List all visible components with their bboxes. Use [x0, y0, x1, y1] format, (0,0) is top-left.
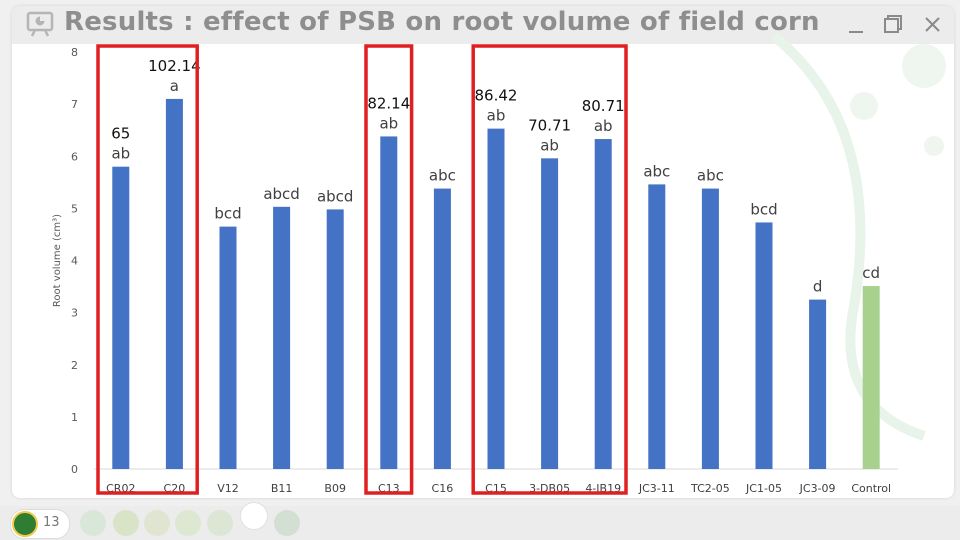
bar-tc2-05 [701, 188, 719, 469]
presentation-window: Results : effect of PSB on root volume o… [12, 6, 954, 498]
window-title: Results : effect of PSB on root volume o… [64, 7, 820, 37]
y-tick-label: 1 [71, 411, 78, 424]
x-tick-label: Control [851, 482, 891, 495]
significance-letter: bcd [750, 200, 777, 218]
x-tick-label: JC1-05 [745, 482, 782, 495]
bar-3-db05 [541, 158, 559, 469]
percent-increase-label: 102.14 [148, 57, 201, 75]
significance-letter: abc [429, 167, 456, 185]
x-tick-label: JC3-11 [638, 482, 675, 495]
leaf-icon[interactable] [80, 510, 106, 536]
taskbar: 13 [0, 502, 960, 540]
y-tick-label: 0 [71, 463, 78, 476]
significance-letter: abc [697, 167, 724, 185]
close-icon[interactable] [915, 10, 951, 40]
bar-b09 [326, 209, 344, 470]
p-icon[interactable] [113, 510, 139, 536]
bar-b11 [273, 206, 291, 469]
x-tick-label: JC3-09 [799, 482, 836, 495]
spiral-icon[interactable] [175, 510, 201, 536]
bar-jc1-05 [755, 222, 773, 469]
x-tick-label: TC2-05 [690, 482, 730, 495]
magnifier-icon[interactable] [207, 510, 233, 536]
bar-v12 [219, 226, 237, 469]
percent-increase-label: 86.42 [475, 87, 518, 105]
significance-letter: a [170, 77, 179, 95]
bar-c20 [165, 98, 183, 469]
percent-increase-label: 80.71 [582, 97, 625, 115]
y-tick-label: 5 [71, 202, 78, 215]
y-tick-label: 8 [71, 46, 78, 59]
y-tick-label: 2 [71, 359, 78, 372]
presentation-board-icon [26, 11, 54, 37]
x-tick-label: B11 [271, 482, 293, 495]
significance-letter: ab [487, 107, 506, 125]
y-tick-label: 6 [71, 150, 78, 163]
significance-letter: ab [379, 114, 398, 132]
bar-c15 [487, 128, 505, 469]
y-axis-title: Root volume (cm³) [52, 214, 63, 307]
highlight-box [96, 44, 199, 495]
percent-increase-label: 82.14 [367, 94, 410, 112]
significance-letter: ab [111, 145, 130, 163]
y-tick-label: 7 [71, 98, 78, 111]
percent-increase-label: 70.71 [528, 116, 571, 134]
y-tick-label: 4 [71, 255, 78, 268]
bar-cr02 [112, 166, 130, 470]
page-number: 13 [43, 515, 60, 530]
pencil-icon[interactable] [144, 510, 170, 536]
highlight-box [364, 44, 414, 495]
significance-letter: ab [540, 136, 559, 154]
x-tick-label: C16 [432, 482, 454, 495]
x-tick-label: V12 [217, 482, 239, 495]
bar-c13 [380, 136, 398, 469]
significance-letter: ab [594, 117, 613, 135]
title-bar: Results : effect of PSB on root volume o… [12, 6, 954, 44]
university-logo [12, 511, 38, 537]
significance-letter: bcd [214, 205, 241, 223]
leaf-outline-icon[interactable] [274, 510, 300, 536]
significance-letter: d [813, 278, 823, 296]
bar-4-ib19 [594, 139, 612, 469]
bar-c16 [433, 188, 451, 469]
restore-icon[interactable] [874, 10, 910, 40]
page-indicator[interactable]: 13 [10, 509, 70, 539]
significance-letter: abcd [317, 187, 353, 205]
significance-letter: abc [643, 162, 670, 180]
minimize-icon[interactable] [838, 10, 874, 40]
y-tick-label: 3 [71, 307, 78, 320]
bar-control [862, 286, 880, 469]
slide-icon[interactable] [240, 502, 268, 530]
significance-letter: cd [862, 264, 880, 282]
percent-increase-label: 65 [111, 125, 130, 143]
significance-letter: abcd [263, 185, 299, 203]
highlight-box [471, 44, 628, 495]
bar-jc3-11 [648, 184, 666, 469]
bar-jc3-09 [809, 299, 827, 469]
x-tick-label: B09 [324, 482, 346, 495]
